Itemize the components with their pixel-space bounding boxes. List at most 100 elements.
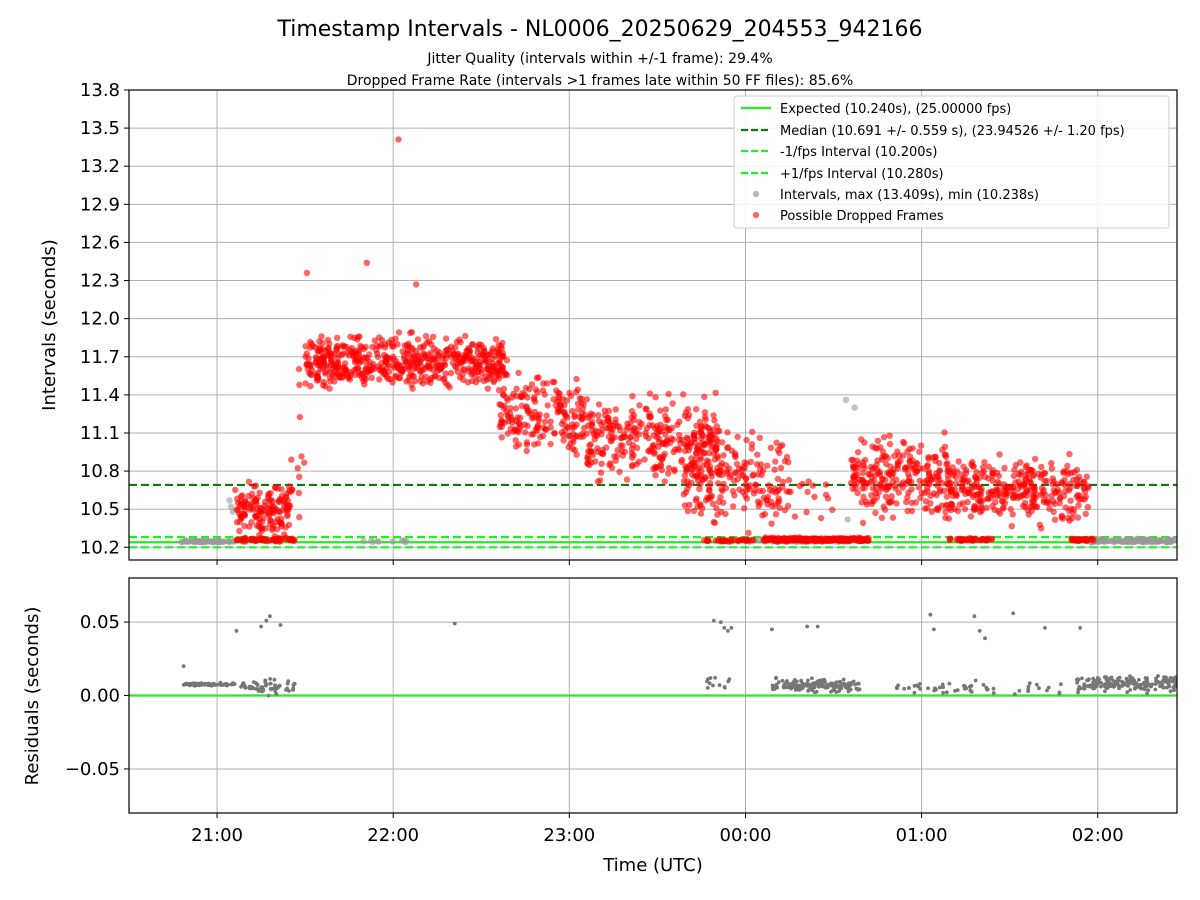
- dropped-frame-point: [882, 483, 890, 490]
- dropped-frame-point: [236, 527, 243, 535]
- dropped-frame-point: [903, 498, 910, 506]
- dropped-frame-point: [424, 355, 432, 362]
- dropped-frame-point: [522, 384, 530, 392]
- dropped-frame-point: [504, 397, 511, 404]
- dropped-frame-point: [531, 394, 538, 401]
- dropped-frame-point: [1006, 483, 1014, 490]
- residual-point: [1153, 682, 1158, 686]
- interval-point: [1122, 536, 1130, 544]
- residual-point: [1043, 626, 1047, 630]
- dropped-frame-point: [498, 345, 505, 352]
- dropped-frame-point: [1038, 463, 1045, 471]
- dropped-frame-point: [547, 440, 554, 448]
- residual-point: [1130, 678, 1135, 683]
- top-points: [178, 136, 1178, 546]
- dropped-frame-point: [932, 453, 939, 460]
- dropped-frame-point: [1064, 462, 1071, 470]
- dropped-frame-point: [720, 452, 727, 459]
- top-y-tick-label: 11.4: [80, 385, 120, 406]
- dropped-frame-point: [693, 406, 700, 413]
- dropped-frame-point: [708, 470, 715, 477]
- dropped-frame-point: [772, 511, 780, 518]
- residual-point: [932, 688, 937, 693]
- dropped-frame-point: [547, 424, 554, 431]
- residual-point: [1172, 688, 1176, 693]
- dropped-frame-point: [535, 374, 542, 381]
- dropped-frame-point: [852, 536, 859, 543]
- dropped-frame-point: [716, 427, 723, 434]
- residual-point: [991, 691, 996, 695]
- dropped-frame-point: [419, 380, 427, 387]
- residual-point: [711, 618, 716, 623]
- dropped-frame-point: [741, 505, 748, 512]
- dropped-frame-point: [417, 344, 424, 351]
- residual-point: [1012, 692, 1017, 697]
- dropped-frame-point: [641, 456, 648, 463]
- dropped-frame-point: [817, 514, 825, 522]
- legend-label-expected: Expected (10.240s), (25.00000 fps): [780, 102, 1011, 117]
- residual-point: [788, 682, 793, 687]
- interval-point: [360, 538, 367, 545]
- dropped-frame-point: [774, 536, 781, 544]
- dropped-frame-point: [862, 456, 869, 464]
- dropped-frame-point: [857, 535, 864, 542]
- residual-point: [241, 681, 246, 685]
- dropped-frame-point: [647, 413, 654, 420]
- dropped-frame-point: [364, 365, 372, 372]
- dropped-frame-point: [859, 519, 867, 527]
- dropped-frame-point: [543, 412, 550, 419]
- dropped-frame-point: [868, 492, 875, 499]
- interval-point: [369, 538, 376, 546]
- dropped-frame-point: [714, 480, 722, 487]
- dropped-frame-point: [1073, 493, 1081, 500]
- dropped-frame-point: [1059, 515, 1066, 522]
- bottom-y-tick-label: 0.05: [80, 612, 120, 633]
- dropped-frame-point: [768, 520, 775, 527]
- dropped-frame-point: [616, 426, 624, 434]
- dropped-frame-point: [269, 498, 276, 505]
- residual-point: [799, 679, 804, 684]
- dropped-frame-point: [683, 467, 690, 475]
- dropped-frame-point: [531, 441, 538, 448]
- top-y-tick-label: 10.8: [80, 461, 120, 482]
- residual-point: [726, 629, 730, 633]
- dropped-frame-point: [278, 520, 285, 527]
- dropped-frame-point: [952, 491, 960, 498]
- dropped-frame-point: [635, 458, 643, 465]
- dropped-frame-point: [636, 402, 643, 409]
- dropped-frame-point: [606, 461, 613, 469]
- dropped-frame-point: [918, 489, 925, 496]
- dropped-frame-point: [1011, 466, 1018, 473]
- dropped-frame-point: [868, 478, 875, 486]
- dropped-frame-point: [729, 488, 737, 495]
- dropped-frame-point: [496, 401, 503, 408]
- dropped-frame-point: [563, 397, 570, 404]
- dropped-frame-point: [376, 376, 383, 383]
- residual-point: [1086, 678, 1090, 683]
- dropped-frame-point: [772, 458, 779, 465]
- top-y-tick-label: 13.5: [80, 118, 120, 139]
- residual-point: [1142, 687, 1147, 692]
- dropped-frame-point: [1030, 502, 1038, 510]
- legend: Expected (10.240s), (25.00000 fps) Media…: [733, 95, 1170, 229]
- dropped-frame-point: [490, 378, 497, 385]
- dropped-frame-point: [904, 507, 911, 515]
- dropped-frame-point: [319, 339, 326, 347]
- dropped-frame-point: [1026, 476, 1033, 483]
- dropped-frame-point: [805, 538, 812, 545]
- top-y-axis-label: Intervals (seconds): [39, 239, 60, 411]
- dropped-frame-point: [822, 491, 830, 498]
- dropped-frame-point: [875, 489, 882, 496]
- dropped-frame-point: [636, 418, 643, 426]
- dropped-frame-point: [905, 464, 912, 471]
- dropped-frame-point: [350, 353, 357, 360]
- dropped-frame-point: [442, 379, 449, 387]
- dropped-frame-point: [435, 352, 442, 360]
- residual-point: [1120, 684, 1125, 688]
- dropped-frame-point: [665, 390, 672, 398]
- residual-point: [260, 685, 265, 689]
- dropped-frame-point: [500, 391, 507, 399]
- dropped-frame-point: [616, 468, 623, 476]
- dropped-frame-point: [978, 487, 985, 495]
- interval-point: [842, 396, 850, 404]
